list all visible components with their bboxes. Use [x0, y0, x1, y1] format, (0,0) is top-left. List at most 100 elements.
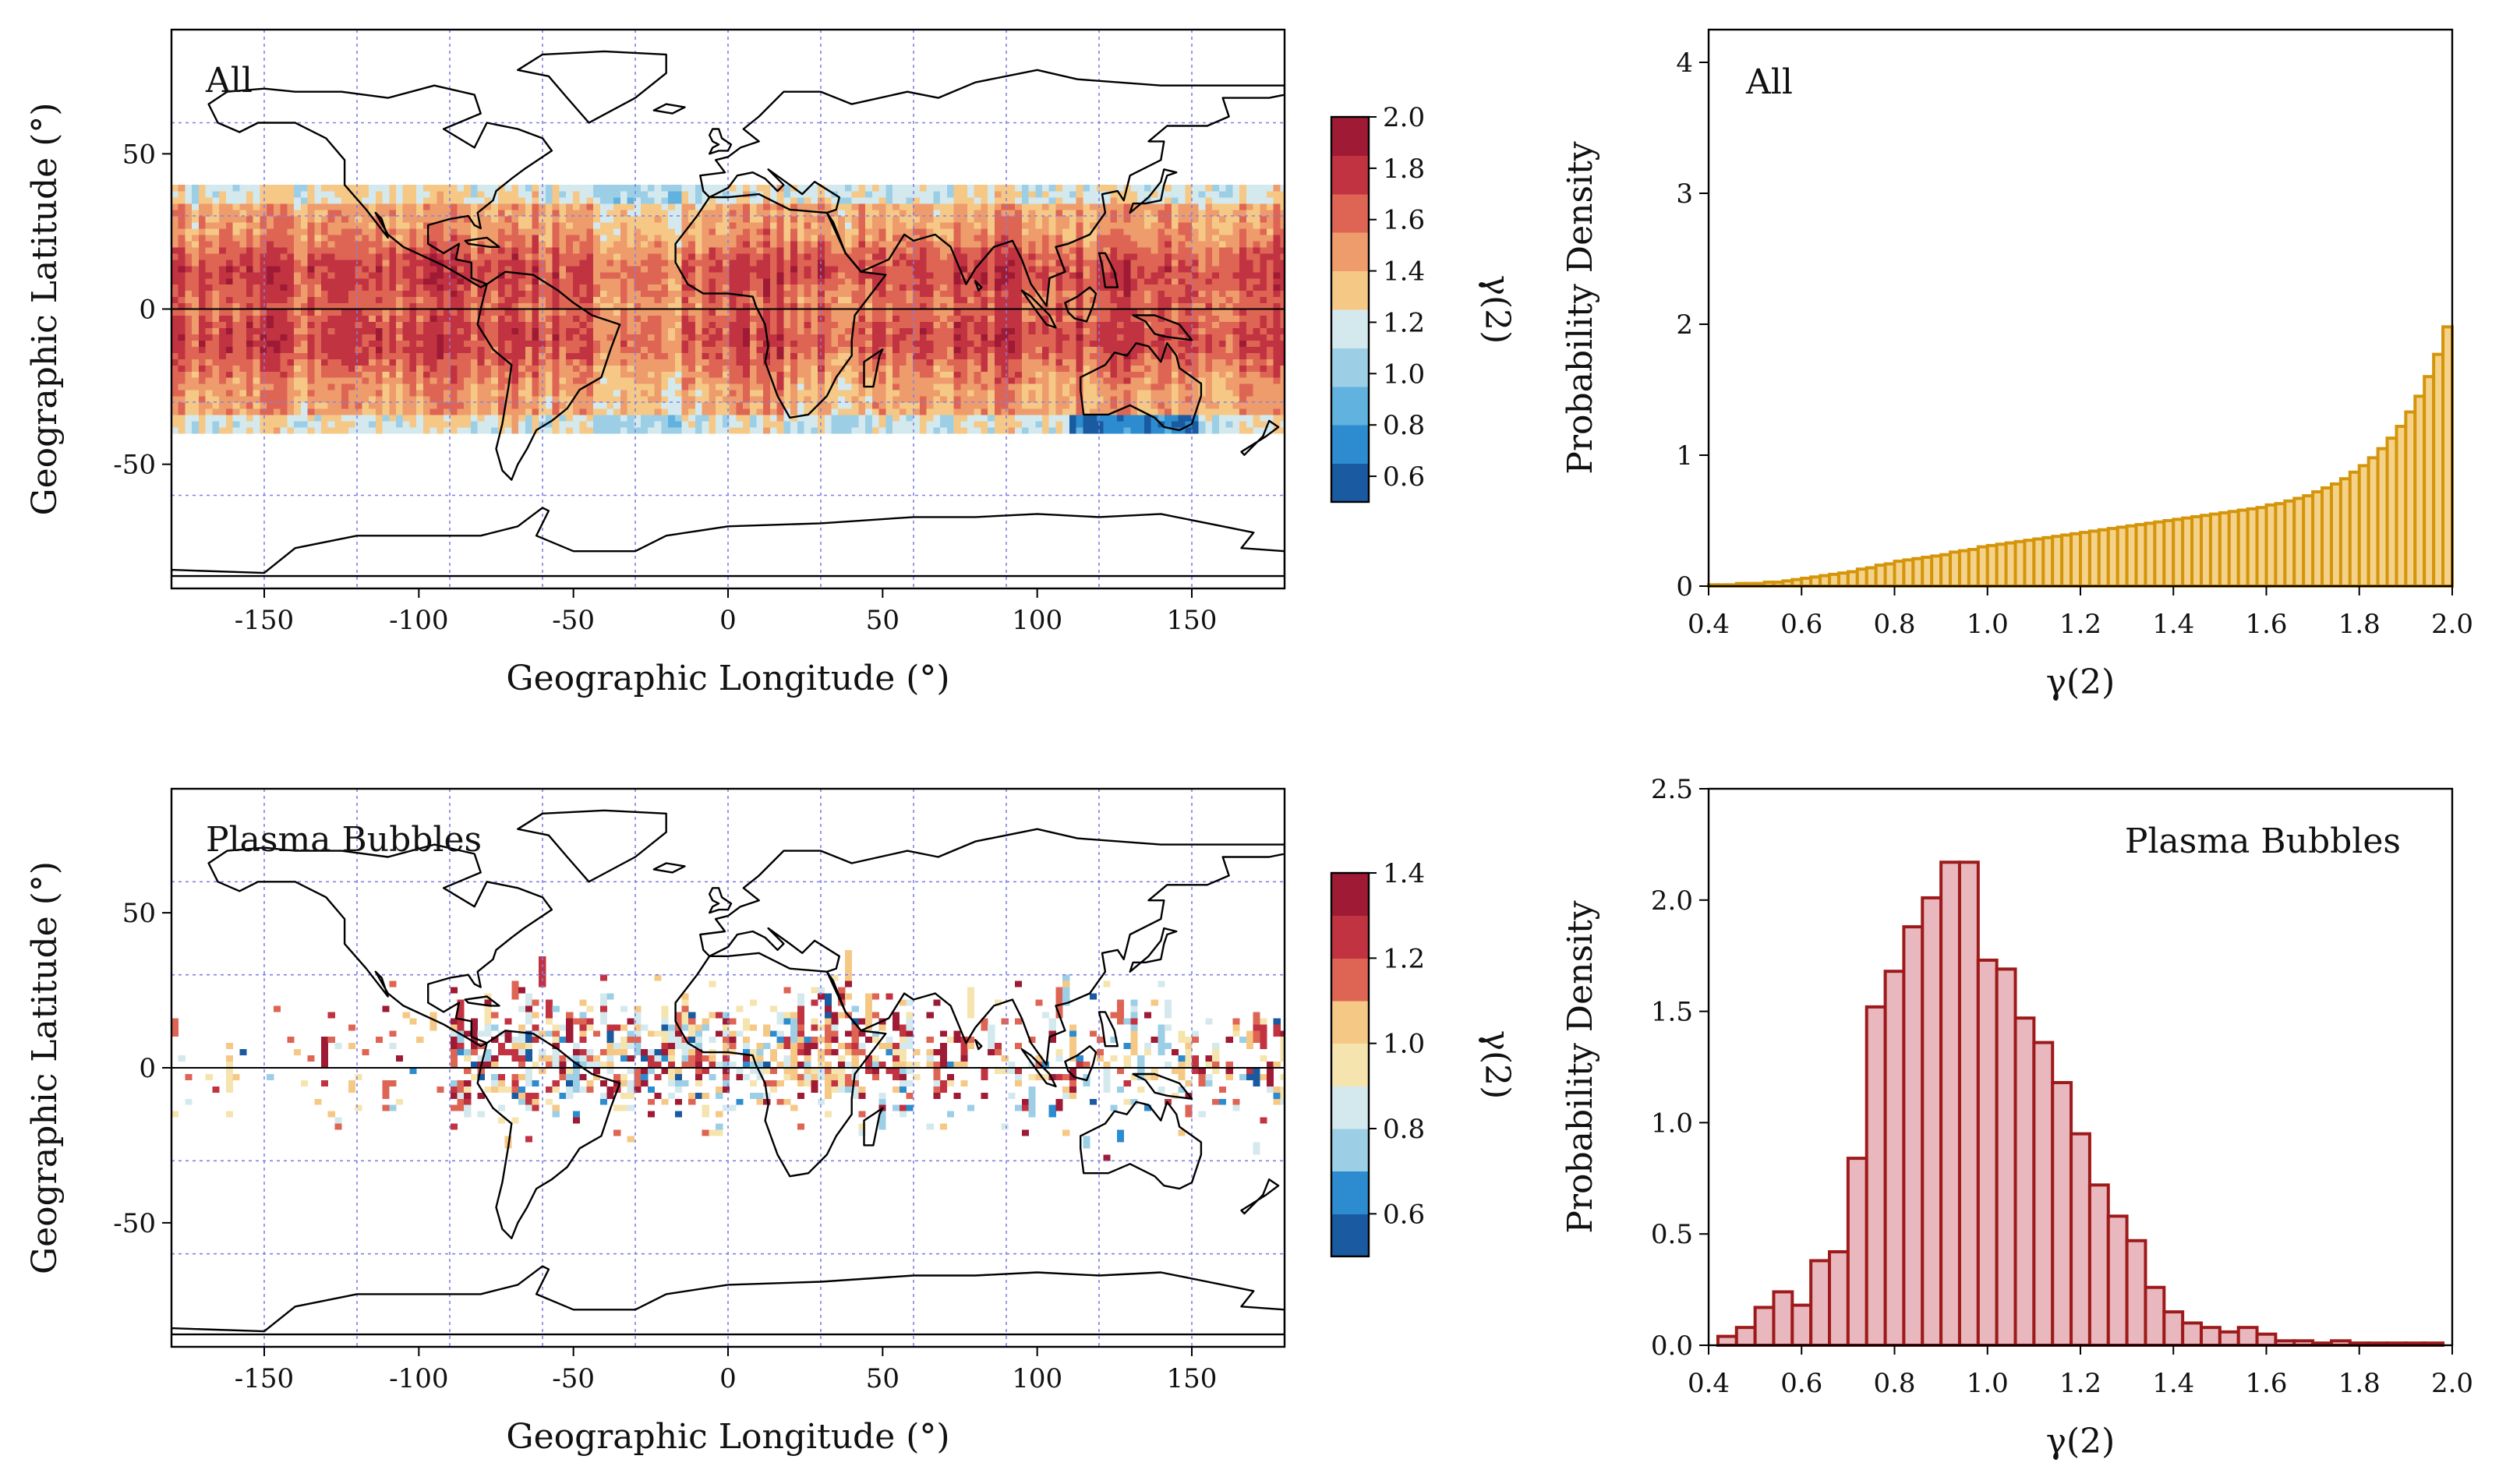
panel-label: All [1745, 62, 1793, 102]
x-tick-label: -100 [389, 605, 448, 636]
colorbar-segment [1331, 348, 1369, 387]
colorbar-tick-label: 1.6 [1383, 205, 1425, 236]
colorbar-segment [1331, 386, 1369, 426]
x-tick-label: 150 [1167, 1363, 1218, 1394]
colorbar-tick-label: 0.8 [1383, 1114, 1425, 1145]
y-tick-label: -50 [113, 1208, 156, 1239]
y-tick-label: 50 [122, 898, 156, 929]
y-tick-label: 50 [122, 139, 156, 170]
colorbar-segment [1331, 270, 1369, 310]
histogram-bar [2181, 1321, 2204, 1347]
colorbar-segment [1331, 1171, 1369, 1214]
histogram-bar [2013, 1016, 2036, 1347]
x-tick-label: 1.6 [2245, 609, 2287, 640]
colorbar-segment [1331, 425, 1369, 465]
x-axis-label: Geographic Longitude (°) [506, 1417, 949, 1457]
x-tick-label: 100 [1012, 1363, 1062, 1394]
histogram-bar [1883, 970, 1906, 1348]
x-tick-label: 2.0 [2431, 1368, 2473, 1399]
colorbar-segment [1331, 193, 1369, 233]
x-tick-label: 1.2 [2059, 1368, 2101, 1399]
hist_all-plot: 0.4 0.6 0.8 1.0 1.2 1.4 1.6 1.8 2.0 0 1 2 3 4 γ(2) Prob… [1561, 28, 2473, 702]
y-tick-label: 1.5 [1651, 997, 1693, 1028]
y-tick-label: -50 [113, 450, 156, 481]
histogram-bar [2200, 1326, 2222, 1347]
histogram-bar [2051, 1080, 2073, 1347]
histogram-bar [2070, 1132, 2091, 1348]
histogram-bar [1921, 896, 1943, 1347]
colorbar-tick-label: 1.4 [1383, 858, 1425, 889]
x-tick-label: 0.4 [1688, 1368, 1730, 1399]
map_bubbles-plot: -150 -100 -50 0 50 100 150 -50 0 50 Geographic Lon… [25, 787, 1517, 1457]
histogram-bar [1846, 1157, 1868, 1347]
x-tick-label: 1.0 [1967, 609, 2009, 640]
colorbar-tick-label: 1.2 [1383, 307, 1425, 338]
histogram-bar [2236, 1326, 2259, 1347]
x-tick-label: 150 [1167, 605, 1218, 636]
x-tick-label: 50 [866, 1363, 900, 1394]
x-tick-label: 0.6 [1780, 609, 1822, 640]
histogram-bar [2218, 1330, 2240, 1348]
x-tick-label: -50 [552, 605, 595, 636]
y-tick-label: 2.0 [1651, 885, 1693, 917]
colorbar-tick-label: 0.6 [1383, 461, 1425, 493]
histogram-bar [2106, 1214, 2129, 1348]
histogram-bar [1957, 860, 1980, 1348]
x-tick-label: 1.0 [1967, 1368, 2009, 1399]
colorbar-tick-label: 1.0 [1383, 359, 1425, 390]
x-tick-label: 0.8 [1873, 1368, 1915, 1399]
x-axis-label: γ(2) [2046, 1422, 2115, 1461]
histogram-bar [1865, 1005, 1887, 1347]
colorbar-segment [1331, 1214, 1369, 1257]
colorbar-tick-label: 1.8 [1383, 154, 1425, 185]
colorbar-tick-label: 2.0 [1383, 102, 1425, 133]
colorbar-segment [1331, 1001, 1369, 1044]
histogram-bar [2441, 325, 2454, 588]
x-tick-label: -50 [552, 1363, 595, 1394]
histogram-bar [2125, 1238, 2147, 1347]
histogram-bar [1976, 958, 1999, 1347]
histogram-bar [1995, 967, 2017, 1348]
colorbar-segment [1331, 232, 1369, 272]
panel-label: Plasma Bubbles [2125, 822, 2401, 861]
x-tick-label: 0.8 [1873, 609, 1915, 640]
histogram-bar [1716, 1334, 1738, 1348]
y-tick-label: 2.5 [1651, 774, 1693, 805]
colorbar-segment [1331, 873, 1369, 917]
colorbar-tick-label: 0.6 [1383, 1199, 1425, 1230]
y-tick-label: 4 [1676, 48, 1693, 79]
histogram-bar [1809, 1259, 1832, 1348]
colorbar-label: γ(2) [1477, 275, 1517, 344]
colorbar-segment [1331, 958, 1369, 1002]
y-tick-label: 0.0 [1651, 1330, 1693, 1362]
histogram-bar [1753, 1306, 1776, 1347]
panel-label: All [205, 61, 253, 101]
y-tick-label: 0.5 [1651, 1219, 1693, 1250]
colorbar-tick-label: 1.0 [1383, 1029, 1425, 1060]
x-tick-label: 1.6 [2245, 1368, 2287, 1399]
colorbar-tick-label: 1.4 [1383, 256, 1425, 288]
colorbar-tick-label: 0.8 [1383, 410, 1425, 441]
histogram-bar [2144, 1285, 2166, 1348]
x-tick-label: 50 [866, 605, 900, 636]
y-axis-label: Geographic Latitude (°) [25, 102, 65, 515]
x-tick-label: 1.4 [2152, 1368, 2194, 1399]
x-tick-label: 2.0 [2431, 609, 2473, 640]
histogram-bar [1902, 925, 1925, 1347]
colorbar-segment [1331, 915, 1369, 959]
x-tick-label: 1.2 [2059, 609, 2101, 640]
x-tick-label: -150 [235, 1363, 294, 1394]
x-tick-label: -100 [389, 1363, 448, 1394]
x-tick-label: 1.8 [2338, 609, 2381, 640]
panel-label: Plasma Bubbles [206, 820, 482, 860]
y-axis-label: Probability Density [1561, 141, 1600, 474]
hist_bubbles-plot: 0.4 0.6 0.8 1.0 1.2 1.4 1.6 1.8 2.0 0.0 0.5 1.0 1.5 2… [1561, 774, 2473, 1461]
y-tick-label: 0 [1676, 571, 1693, 602]
colorbar-segment [1331, 1129, 1369, 1172]
x-tick-label: 100 [1012, 605, 1062, 636]
y-tick-label: 3 [1676, 178, 1693, 210]
histogram-bar [2162, 1310, 2185, 1348]
map_bubbles-colorbar: 0.6 0.8 1.0 1.2 1.4 γ(2) [1330, 858, 1517, 1258]
colorbar-segment [1331, 309, 1369, 348]
map_all-plot: -150 -100 -50 0 50 100 150 -50 0 50 Geographic Lon… [25, 28, 1517, 698]
